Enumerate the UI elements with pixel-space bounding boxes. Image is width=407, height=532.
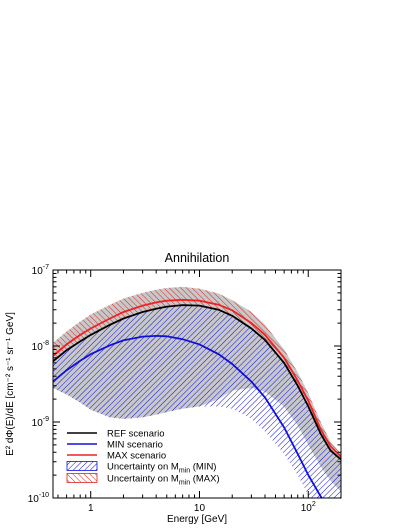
x-tick-label: 1 — [88, 503, 94, 514]
x-axis-ticks: 1 10 102 — [88, 270, 316, 514]
x-tick-label: 102 — [301, 501, 316, 514]
legend-swatch-hatch — [66, 473, 98, 483]
plot-area — [53, 286, 341, 498]
legend-entry-label: Uncertainty on Mmin (MAX) — [107, 474, 220, 487]
minor-ticks — [53, 270, 342, 498]
series-line-min — [53, 334, 323, 498]
series-line-ref — [53, 304, 341, 461]
legend-entry-label: MAX scenario — [107, 451, 166, 462]
y-axis-label: E² dΦ(E)/dE [cm⁻² s⁻¹ sr⁻¹ GeV] — [5, 312, 16, 456]
x-axis-label: Energy [GeV] — [167, 514, 227, 525]
y-tick-label: 10-9 — [32, 416, 49, 429]
y-axis-ticks: 10-7 10-8 10-9 10-10 — [28, 264, 341, 505]
legend-entry-label: REF scenario — [107, 429, 165, 440]
y-tick-label: 10-7 — [32, 264, 49, 277]
uncertainty-band-max — [53, 286, 341, 460]
uncertainty-band-min — [53, 305, 341, 498]
legend-swatch-hatch — [66, 461, 98, 471]
chart-title: Annihilation — [165, 251, 230, 265]
y-tick-label: 10-10 — [28, 492, 49, 505]
uncertainty-bands — [53, 286, 341, 498]
scenario-lines — [53, 298, 341, 498]
series-line-max — [53, 298, 341, 458]
x-tick-label: 10 — [194, 503, 206, 514]
legend-entry-label: Uncertainty on Mmin (MIN) — [107, 462, 216, 475]
y-tick-label: 10-8 — [32, 340, 49, 353]
plot-frame — [52, 269, 342, 499]
legend-entry-label: MIN scenario — [107, 440, 163, 451]
